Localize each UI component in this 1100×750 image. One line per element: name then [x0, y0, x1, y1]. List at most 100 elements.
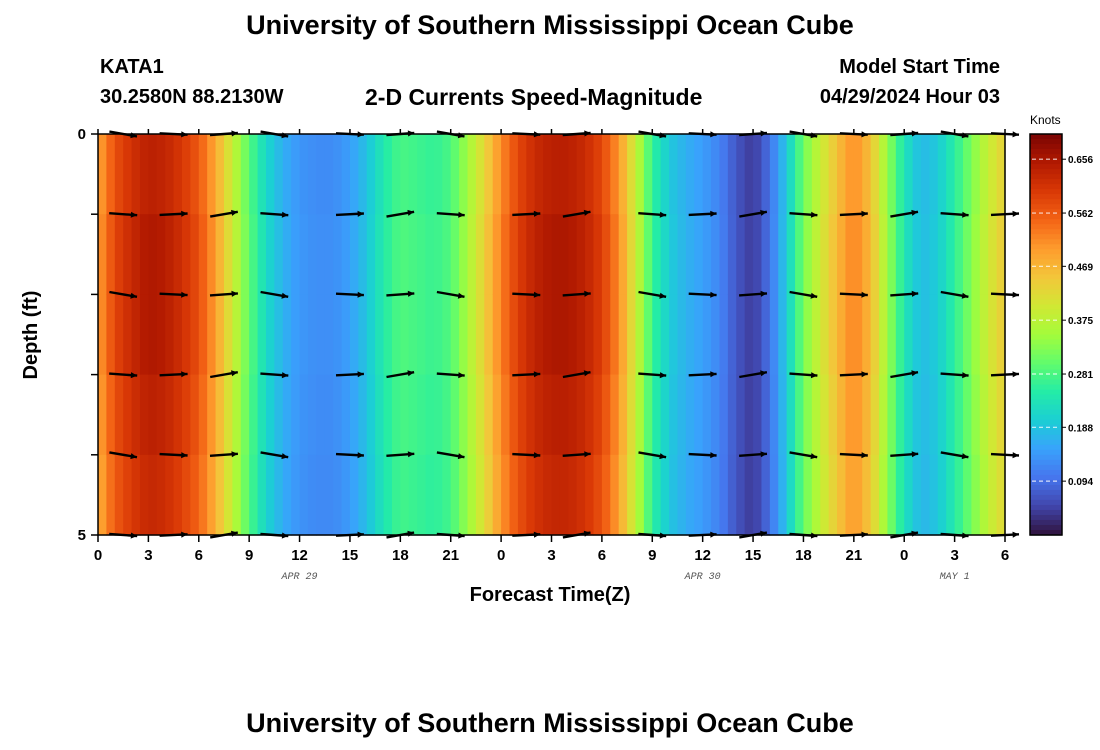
- heatmap-cell: [946, 454, 956, 536]
- heatmap-cell: [753, 454, 763, 536]
- current-vector-head: [407, 451, 415, 458]
- heatmap-cell: [601, 294, 611, 376]
- current-vector-head: [357, 371, 364, 378]
- current-vector-head: [1012, 291, 1019, 298]
- heatmap-cell: [223, 454, 233, 536]
- heatmap-cell: [349, 294, 359, 376]
- heatmap-cell: [240, 134, 250, 215]
- colorbar-swatch: [1030, 164, 1062, 170]
- current-vector-head: [357, 452, 364, 459]
- current-vector-head: [181, 210, 188, 217]
- heatmap-cell: [761, 454, 771, 536]
- current-vector-head: [760, 290, 767, 297]
- heatmap-cell: [820, 374, 830, 456]
- heatmap-cell: [635, 134, 645, 215]
- heatmap-cell: [517, 134, 527, 215]
- heatmap-cell: [568, 374, 578, 456]
- heatmap-cell: [744, 454, 754, 536]
- current-vector-head: [659, 211, 667, 218]
- heatmap-cell: [257, 454, 267, 536]
- colorbar-swatch: [1030, 264, 1062, 270]
- heatmap-cell: [937, 374, 947, 456]
- heatmap-cell: [299, 294, 309, 376]
- colorbar-swatch: [1030, 159, 1062, 165]
- heatmap-cell: [736, 134, 746, 215]
- heatmap-cell: [534, 214, 544, 295]
- heatmap-cell: [963, 134, 973, 215]
- heatmap-cell: [727, 454, 737, 536]
- heatmap-cell: [156, 134, 166, 215]
- current-vector-head: [961, 292, 969, 299]
- heatmap-cell: [165, 374, 175, 456]
- heatmap-cell: [979, 134, 989, 215]
- colorbar-swatch: [1030, 144, 1062, 150]
- heatmap-cell: [761, 134, 771, 215]
- current-vector-head: [357, 291, 364, 298]
- colorbar-swatch: [1030, 394, 1062, 401]
- heatmap-cell: [988, 214, 998, 295]
- x-tick-label: 9: [245, 547, 253, 564]
- heatmap-cell: [593, 294, 603, 376]
- heatmap-cell: [114, 134, 124, 215]
- heatmap-cell: [467, 134, 477, 215]
- colorbar-swatch: [1030, 239, 1062, 245]
- heatmap-cell: [929, 214, 939, 295]
- heatmap-cell: [996, 294, 1006, 376]
- current-vector-head: [130, 211, 138, 218]
- heatmap-cell: [946, 374, 956, 456]
- heatmap-cell: [501, 374, 511, 456]
- heatmap-cell: [610, 374, 620, 456]
- heatmap-cell: [467, 214, 477, 295]
- colorbar-swatch: [1030, 384, 1062, 391]
- current-vector-head: [407, 290, 415, 297]
- current-vector-head: [911, 370, 918, 377]
- heatmap-cell: [702, 294, 712, 376]
- heatmap-cell: [946, 214, 956, 295]
- heatmap-cell: [685, 294, 695, 376]
- heatmap-cell: [173, 214, 183, 295]
- heatmap-cell: [173, 134, 183, 215]
- heatmap-cell: [870, 134, 880, 215]
- heatmap-cell: [904, 374, 914, 456]
- colorbar-swatch: [1030, 419, 1062, 426]
- heatmap-cell: [963, 294, 973, 376]
- heatmap-cell: [358, 294, 368, 376]
- heatmap-cell: [358, 214, 368, 295]
- heatmap-cell: [946, 134, 956, 215]
- heatmap-cell: [753, 214, 763, 295]
- heatmap-cell: [148, 454, 158, 536]
- heatmap-cell: [316, 214, 326, 295]
- heatmap-cell: [795, 454, 805, 536]
- heatmap-cell: [996, 374, 1006, 456]
- heatmap-cell: [156, 374, 166, 456]
- heatmap-cell: [568, 214, 578, 295]
- colorbar-swatch: [1030, 344, 1062, 351]
- heatmap-cell: [719, 454, 729, 536]
- heatmap-cell: [635, 214, 645, 295]
- heatmap-cell: [811, 454, 821, 536]
- x-tick-label: 15: [745, 547, 762, 564]
- heatmap-cell: [450, 134, 460, 215]
- current-vector-head: [130, 292, 137, 299]
- heatmap-cell: [736, 454, 746, 536]
- heatmap-cell: [627, 454, 637, 536]
- heatmap-cell: [677, 374, 687, 456]
- heatmap-cell: [526, 374, 536, 456]
- heatmap-cell: [98, 214, 107, 295]
- heatmap-cell: [627, 294, 637, 376]
- colorbar-swatch: [1030, 259, 1062, 265]
- heatmap-cell: [341, 454, 351, 536]
- heatmap-cell: [736, 214, 746, 295]
- heatmap-cell: [349, 214, 359, 295]
- heatmap-cell: [979, 374, 989, 456]
- heatmap-cell: [778, 214, 788, 295]
- heatmap-cell: [484, 214, 494, 295]
- heatmap-cell: [979, 454, 989, 536]
- colorbar-swatch: [1030, 504, 1062, 511]
- heatmap-cell: [820, 134, 830, 215]
- heatmap-cell: [249, 454, 259, 536]
- colorbar-units-label: Knots: [1030, 113, 1061, 127]
- heatmap-cell: [190, 214, 200, 295]
- heatmap-cell: [652, 134, 662, 215]
- heatmap-cell: [828, 374, 838, 456]
